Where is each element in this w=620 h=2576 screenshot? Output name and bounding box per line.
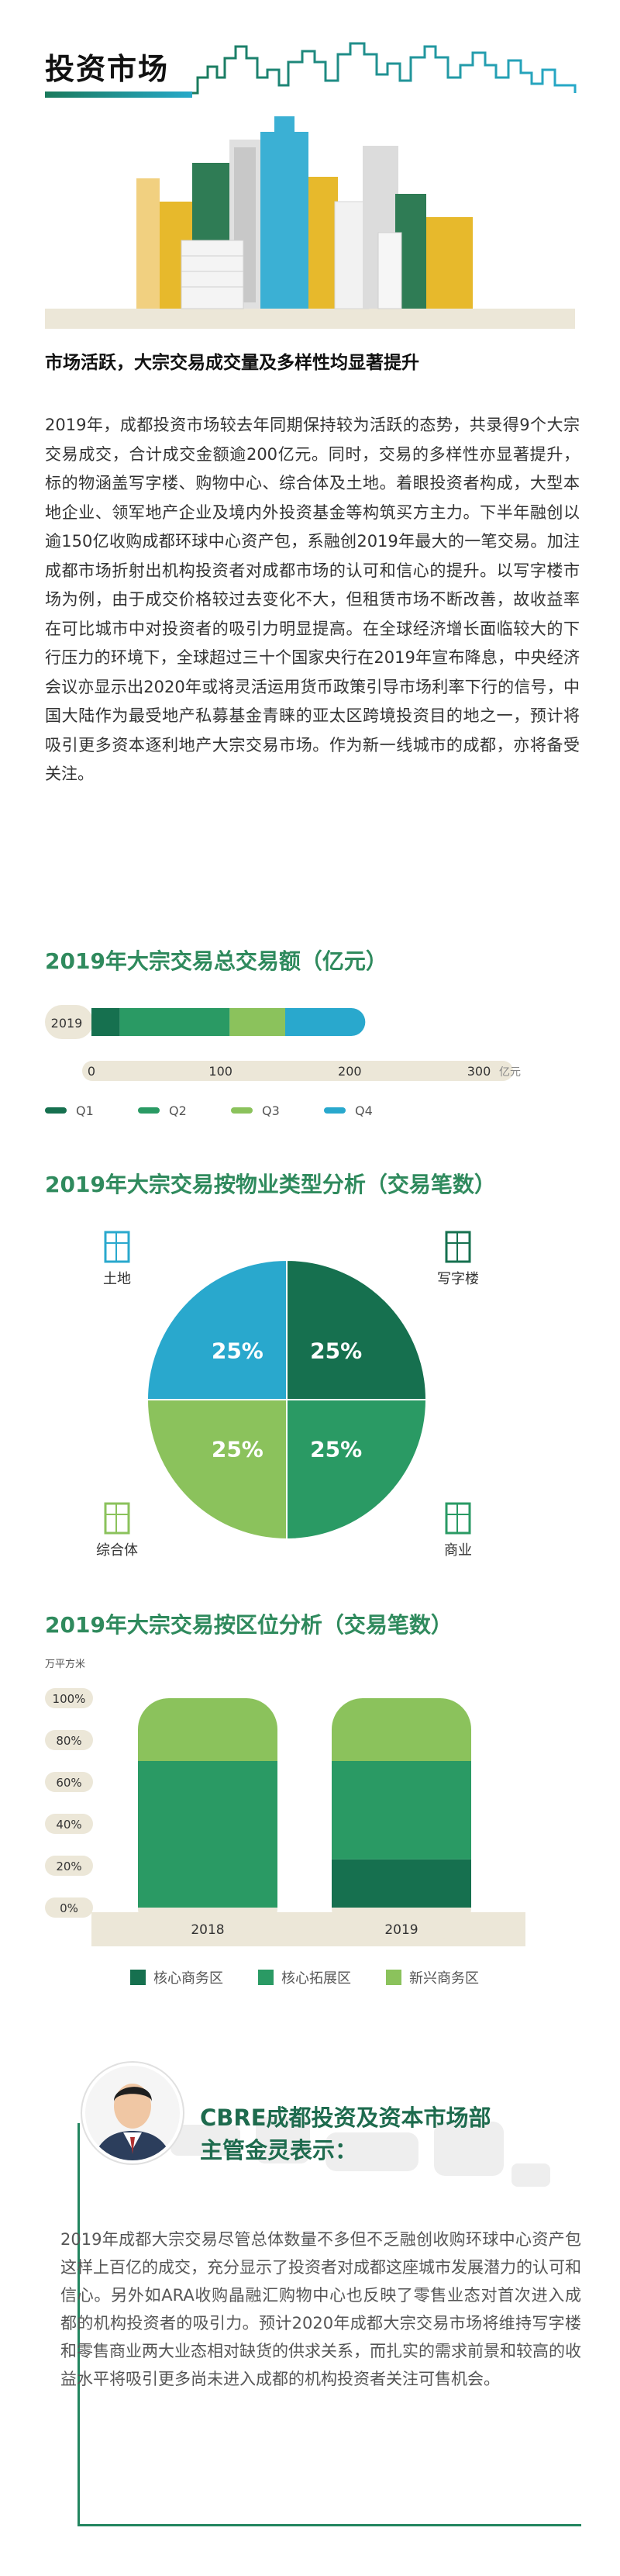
y-axis-label: 万平方米: [45, 1658, 85, 1670]
legend-swatch: [386, 1970, 401, 1985]
x-unit-label: 亿元: [499, 1066, 521, 1079]
legend-swatch: [45, 1107, 67, 1114]
legend-label: 核心拓展区: [281, 1970, 351, 1987]
category-pill: [45, 1005, 93, 1039]
legend-label: 新兴商务区: [409, 1970, 479, 1987]
office-building-icon: [445, 1231, 471, 1263]
legend-swatch: [324, 1107, 346, 1114]
chart2-title: 2019年大宗交易按物业类型分析（交易笔数）: [45, 1172, 496, 1197]
y-tick-pill: [45, 1814, 93, 1834]
chart1-title: 2019年大宗交易总交易额（亿元）: [45, 948, 388, 974]
y-tick-label: 40%: [56, 1818, 81, 1832]
city-buildings-icon: [45, 116, 575, 329]
pie-value-label: 25%: [212, 1437, 264, 1462]
bar-segment-joint: [285, 1008, 301, 1036]
chart3-stacked-column: 万平方米 100% 80% 60% 40% 20% 0% 2018 2019 核心商务区 核心拓展区…: [45, 1658, 525, 1987]
pie-category-label: 写字楼: [437, 1271, 479, 1287]
column-base: [332, 1908, 471, 1939]
y-tick-label: 100%: [53, 1692, 86, 1706]
column-segment-新兴商务区: [138, 1698, 277, 1761]
pie-value-label: 25%: [310, 1437, 362, 1462]
x-tick-label: 200: [338, 1064, 362, 1079]
x-tick-label: 0: [88, 1064, 95, 1079]
category-label: 2019: [51, 1016, 83, 1031]
column-segment-新兴商务区: [332, 1698, 471, 1761]
y-tick-label: 20%: [56, 1859, 81, 1873]
title-underline: [45, 92, 192, 98]
legend-swatch: [138, 1107, 160, 1114]
pie-value-label: 25%: [212, 1338, 264, 1363]
pie-slice-土地: [146, 1259, 288, 1400]
y-tick-label: 80%: [56, 1734, 81, 1748]
chart1-stacked-bar: 2019 0 100 200 300 亿元 Q1 Q2 Q3 Q4: [45, 1005, 521, 1118]
x-tick-label: 100: [208, 1064, 232, 1079]
page-title: 投资市场: [45, 52, 170, 86]
x-category-label: 2018: [191, 1922, 224, 1938]
legend-label: 核心商务区: [153, 1970, 223, 1987]
person-portrait-icon: [85, 2066, 180, 2160]
legend-swatch: [258, 1970, 274, 1985]
bar-segment-Q1: [91, 1008, 120, 1036]
quote-text: 2019年成都大宗交易尽管总体数量不多但不乏融创收购环球中心资产包这样上百亿的成…: [60, 2230, 581, 2388]
column-segment-核心拓展区: [332, 1761, 471, 1859]
avatar: [82, 2063, 183, 2163]
world-map-dots-icon: [170, 2117, 550, 2187]
y-tick-label: 60%: [56, 1776, 81, 1790]
quote-title-line1: CBRE成都投资及资本市场部: [200, 2105, 491, 2131]
legend-swatch: [231, 1107, 253, 1114]
column-segment-核心商务区: [332, 1859, 471, 1908]
pie-category-label: 商业: [444, 1542, 472, 1559]
body-paragraph: 2019年，成都投资市场较去年同期保持较为活跃的态势，共录得9个大宗交易成交，合…: [45, 416, 580, 783]
x-tick-label: 300: [467, 1064, 491, 1079]
y-tick-pill: [45, 1897, 93, 1918]
axis-band: [82, 1061, 513, 1081]
y-tick-pill: [45, 1856, 93, 1876]
pie-slice-商业: [286, 1399, 428, 1541]
storefront-icon: [445, 1502, 471, 1535]
y-tick-label: 0%: [60, 1901, 78, 1915]
legend-label: Q2: [169, 1103, 187, 1118]
section-subtitle: 市场活跃，大宗交易成交量及多样性均显著提升: [45, 353, 419, 373]
header: 投资市场: [0, 0, 620, 109]
column-2019: [332, 1698, 471, 1939]
bar-segment-Q3: [229, 1008, 285, 1036]
legend-label: Q1: [76, 1103, 94, 1118]
pie-category-label: 土地: [103, 1271, 131, 1287]
land-plot-icon: [104, 1231, 130, 1263]
column-base: [138, 1908, 277, 1939]
legend-swatch: [130, 1970, 146, 1985]
legend-label: Q4: [355, 1103, 373, 1118]
hero-illustration: [45, 116, 575, 329]
bar-segment-Q2: [119, 1008, 230, 1036]
column-2018: [138, 1698, 277, 1939]
chart3-title: 2019年大宗交易按区位分析（交易笔数）: [45, 1612, 453, 1638]
bar-segment-Q4: [285, 1008, 366, 1036]
y-tick-pill: [45, 1688, 93, 1708]
y-tick-pill: [45, 1772, 93, 1792]
x-category-label: 2019: [384, 1922, 418, 1938]
pie-slice-综合体: [146, 1399, 288, 1541]
column-segment-核心拓展区: [138, 1761, 277, 1908]
skyline-outline-icon: [192, 42, 577, 95]
pie-slice-写字楼: [286, 1259, 428, 1400]
quote-title-line2: 主管金灵表示：: [200, 2137, 358, 2163]
pie-value-label: 25%: [310, 1338, 362, 1363]
y-tick-pill: [45, 1730, 93, 1750]
complex-buildings-icon: [104, 1502, 130, 1535]
pie-category-label: 综合体: [96, 1542, 138, 1559]
legend-label: Q3: [262, 1103, 280, 1118]
quote-frame: [78, 2123, 581, 2526]
